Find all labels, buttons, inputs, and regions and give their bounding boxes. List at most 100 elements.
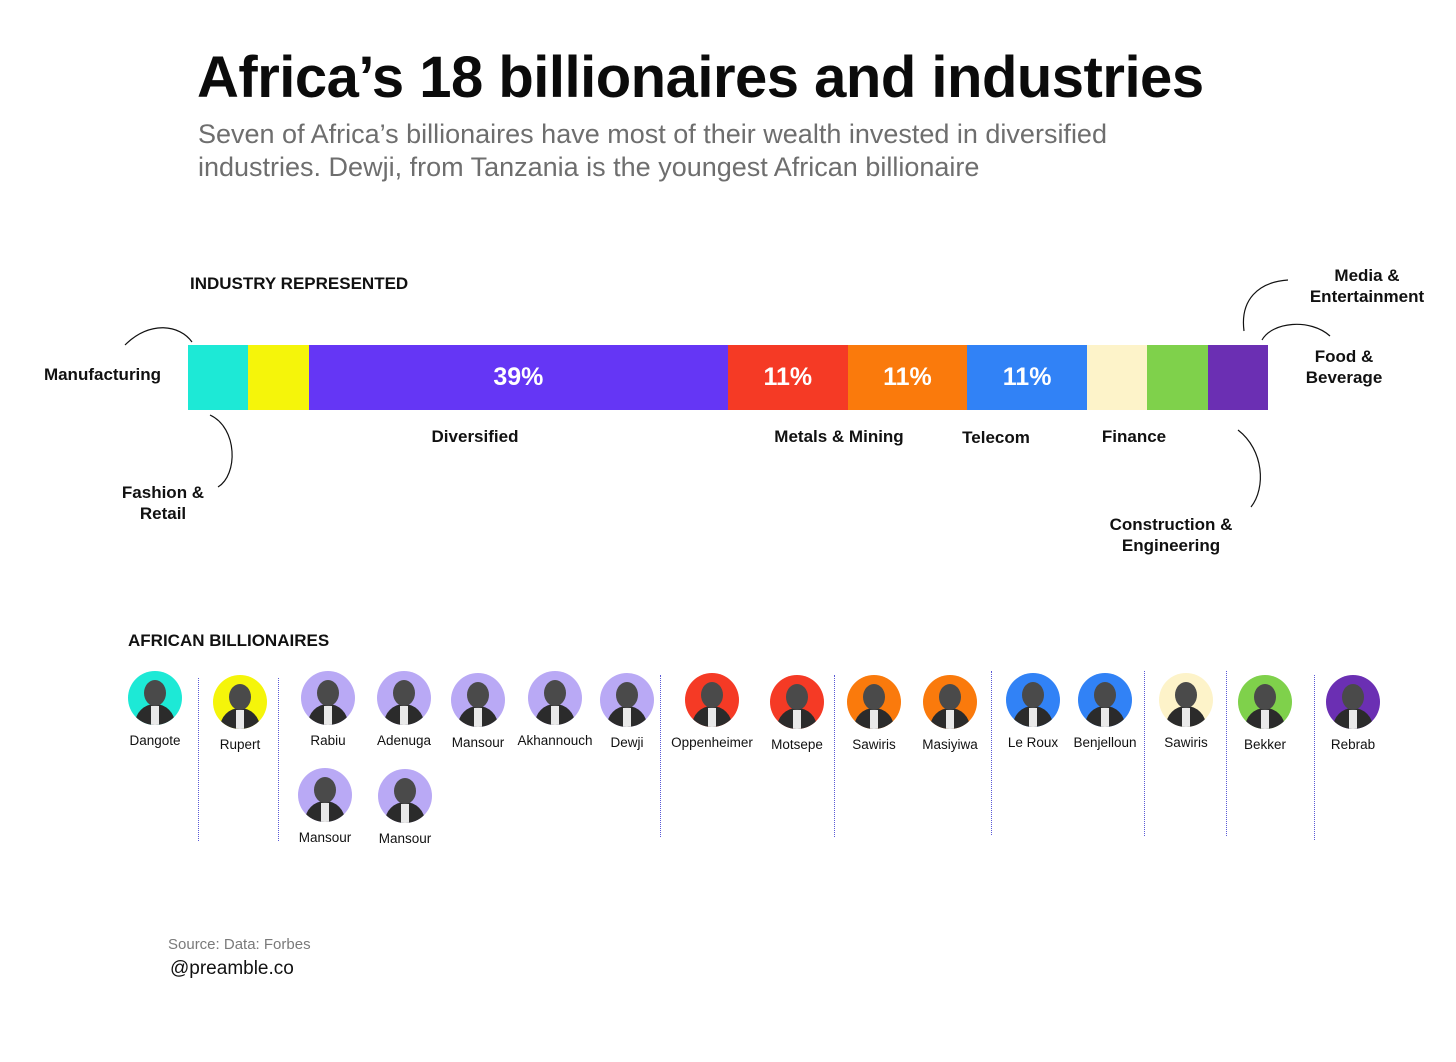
avatar-head-shape <box>939 684 961 710</box>
avatar <box>301 671 355 725</box>
billionaire-card: Oppenheimer <box>667 673 757 750</box>
avatar <box>213 675 267 729</box>
bar-segment-media-entertainment <box>1147 345 1208 410</box>
leader-line-construction <box>1237 429 1261 508</box>
avatar <box>923 675 977 729</box>
avatar <box>1326 675 1380 729</box>
avatar-head-shape <box>1094 682 1116 708</box>
avatar-head-shape <box>317 680 339 706</box>
avatar <box>378 769 432 823</box>
billionaire-card: Motsepe <box>752 675 842 752</box>
avatar <box>600 673 654 727</box>
avatar-head-shape <box>1175 682 1197 708</box>
billionaire-card: Dangote <box>110 671 200 748</box>
avatar-shirt-shape <box>474 708 482 727</box>
industry-label-food-beverage: Food & Beverage <box>1305 347 1383 387</box>
billionaire-name: Bekker <box>1243 737 1287 752</box>
bar-segment-value-label: 11% <box>883 363 932 391</box>
bar-segment-manufacturing <box>188 345 249 410</box>
billionaire-name: Benjelloun <box>1073 735 1137 750</box>
bar-segment-value-label: 39% <box>493 363 544 391</box>
group-divider <box>834 675 835 837</box>
avatar-shirt-shape <box>623 708 631 727</box>
industry-label-media-entertainment: Media & Entertainment <box>1309 266 1425 306</box>
avatar <box>528 671 582 725</box>
billionaire-card: Bekker <box>1220 675 1310 752</box>
avatar-shirt-shape <box>708 708 716 727</box>
group-divider <box>1144 671 1145 836</box>
avatar-shirt-shape <box>1029 708 1037 727</box>
billionaire-card: Mansour <box>433 673 523 750</box>
avatar-head-shape <box>144 680 166 706</box>
avatar-shirt-shape <box>401 804 409 823</box>
billionaire-name: Rupert <box>219 737 261 752</box>
brand-handle: @preamble.co <box>170 958 294 979</box>
bar-segment-diversified: 39% <box>308 345 728 410</box>
group-divider <box>278 678 279 841</box>
bar-segment-fashion-retail <box>248 345 309 410</box>
leader-line-manufacturing <box>124 327 193 346</box>
billionaire-card: Le Roux <box>988 673 1078 750</box>
billionaire-card: Rabiu <box>283 671 373 748</box>
avatar-head-shape <box>1022 682 1044 708</box>
billionaire-card: Mansour <box>280 768 370 845</box>
bar-segment-telecom: 11% <box>847 345 968 410</box>
billionaire-name: Akhannouch <box>517 733 593 748</box>
billionaire-card: Dewji <box>582 673 672 750</box>
avatar-head-shape <box>1342 684 1364 710</box>
avatar-shirt-shape <box>1101 708 1109 727</box>
industry-label-fashion-retail: Fashion & Retail <box>121 483 205 523</box>
avatar-shirt-shape <box>946 710 954 729</box>
billionaire-name: Sawiris <box>1164 735 1208 750</box>
group-divider <box>198 678 199 841</box>
avatar-shirt-shape <box>400 706 408 725</box>
billionaire-name: Motsepe <box>771 737 823 752</box>
billionaire-name: Sawiris <box>852 737 896 752</box>
avatar <box>847 675 901 729</box>
avatar <box>1238 675 1292 729</box>
bar-segment-value-label: 11% <box>1002 363 1052 391</box>
source-note: Source: Data: Forbes <box>168 936 311 953</box>
billionaire-name: Mansour <box>298 830 352 845</box>
avatar-shirt-shape <box>551 706 559 725</box>
industry-label-metals-mining: Metals & Mining <box>774 427 904 446</box>
avatar-shirt-shape <box>1349 710 1357 729</box>
avatar-shirt-shape <box>793 710 801 729</box>
avatar-shirt-shape <box>870 710 878 729</box>
industry-stacked-bar: 39% 11% 11% 11% <box>188 345 1268 410</box>
avatar-shirt-shape <box>324 706 332 725</box>
avatar-head-shape <box>1254 684 1276 710</box>
billionaire-card: Sawiris <box>1141 673 1231 750</box>
billionaires-section-label: AFRICAN BILLIONAIRES <box>128 631 330 650</box>
bar-segment-metals-mining: 11% <box>728 345 848 410</box>
billionaire-card: Masiyiwa <box>905 675 995 752</box>
billionaire-card: Sawiris <box>829 675 919 752</box>
leader-line-food <box>1261 323 1331 341</box>
industry-label-construction-engineering: Construction & Engineering <box>1109 515 1233 555</box>
avatar-head-shape <box>394 778 416 804</box>
avatar-head-shape <box>467 682 489 708</box>
billionaire-card: Rebrab <box>1308 675 1398 752</box>
billionaire-name: Mansour <box>451 735 505 750</box>
group-divider <box>660 675 661 837</box>
avatar <box>298 768 352 822</box>
billionaire-name: Mansour <box>378 831 432 846</box>
avatar <box>1159 673 1213 727</box>
avatar <box>1006 673 1060 727</box>
bar-segment-value-label: 11% <box>763 363 813 391</box>
group-divider <box>1226 671 1227 836</box>
leader-line-fashion <box>209 414 233 488</box>
billionaire-card: Akhannouch <box>510 671 600 748</box>
industry-label-telecom: Telecom <box>962 428 1030 447</box>
billionaire-name: Dewji <box>610 735 644 750</box>
billionaire-name: Rebrab <box>1330 737 1376 752</box>
billionaire-card: Rupert <box>195 675 285 752</box>
avatar-head-shape <box>229 684 251 710</box>
avatar-head-shape <box>786 684 808 710</box>
industry-label-manufacturing: Manufacturing <box>43 365 162 384</box>
avatar-shirt-shape <box>1261 710 1269 729</box>
chart-subtitle: Seven of Africa’s billionaires have most… <box>198 119 1107 182</box>
billionaire-name: Rabiu <box>310 733 346 748</box>
avatar-head-shape <box>701 682 723 708</box>
group-divider <box>1314 675 1315 840</box>
